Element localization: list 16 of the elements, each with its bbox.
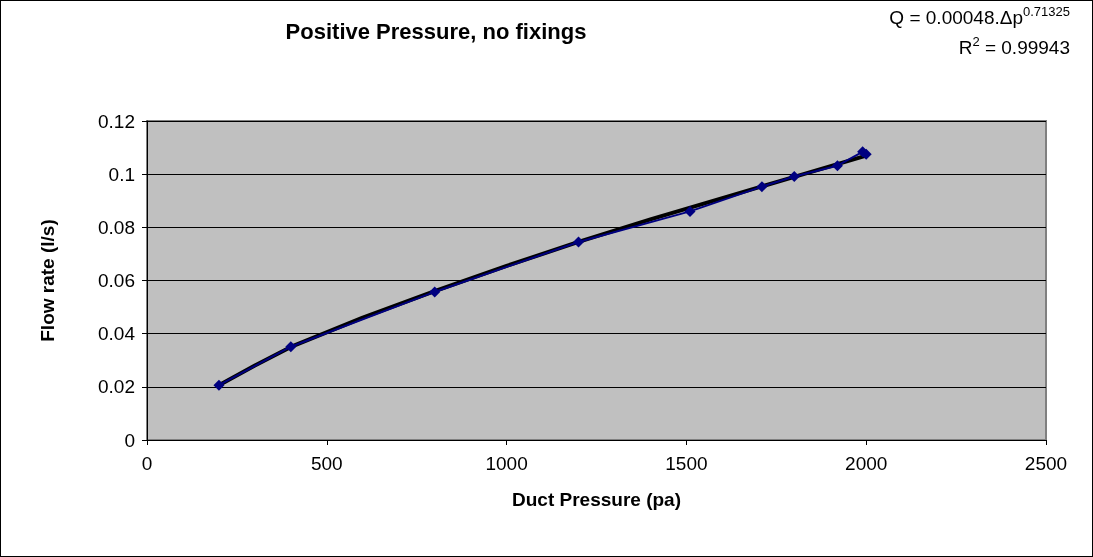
y-axis-title: Flow rate (l/s)	[37, 219, 58, 342]
y-tick-label: 0.12	[98, 110, 135, 132]
y-tick-label: 0.06	[98, 270, 135, 291]
y-tick-label: 0.1	[108, 163, 135, 185]
x-axis-title: Duct Pressure (pa)	[512, 489, 681, 510]
x-tick-label: 1500	[665, 453, 708, 474]
x-tick-label: 2500	[1024, 453, 1068, 474]
x-tick-label: 500	[310, 453, 343, 474]
chart-title: Positive Pressure, no fixings	[285, 18, 587, 44]
x-tick-label: 0	[141, 453, 153, 474]
x-tick-label: 1000	[485, 453, 528, 474]
y-tick-label: 0.04	[98, 323, 136, 345]
x-tick-label: 2000	[845, 453, 888, 474]
y-tick-label: 0.02	[98, 376, 135, 398]
y-tick-label: 0.08	[98, 216, 135, 238]
y-tick-label: 0	[124, 429, 135, 451]
